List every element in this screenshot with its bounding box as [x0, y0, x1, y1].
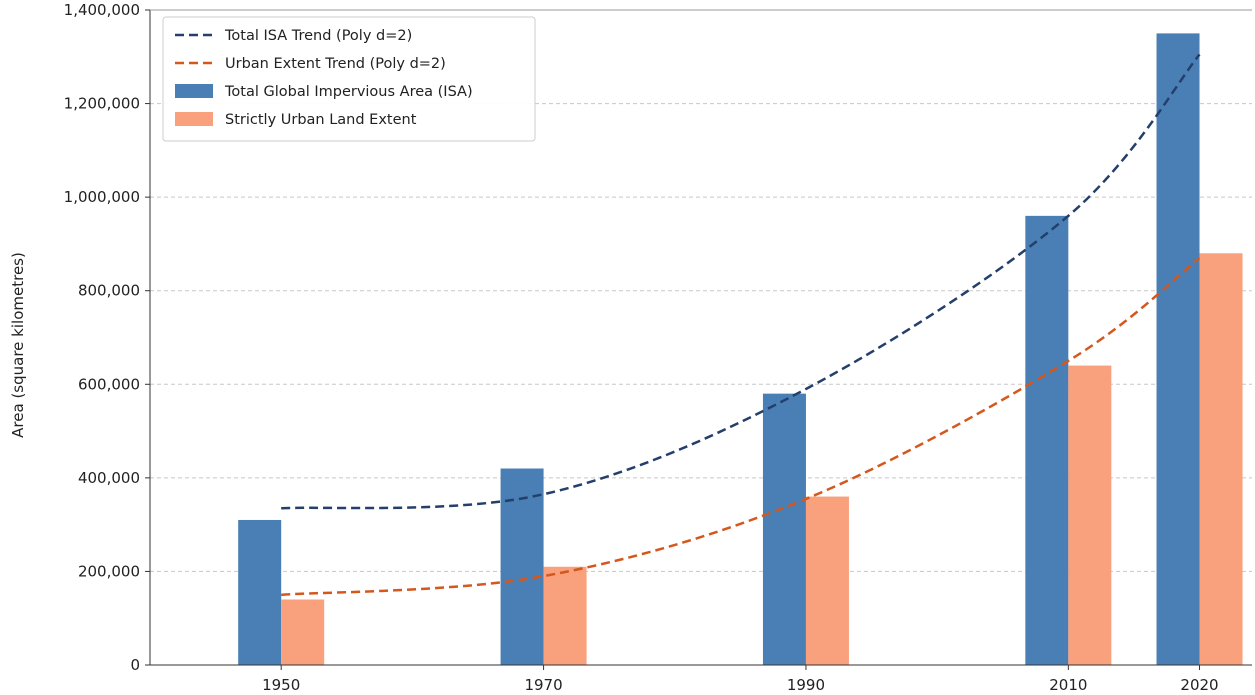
- x-tick-label: 1970: [524, 676, 562, 694]
- y-tick-label: 1,000,000: [64, 188, 140, 206]
- y-tick-label: 600,000: [78, 375, 140, 393]
- bar: [543, 566, 587, 665]
- bar: [1068, 365, 1112, 665]
- legend-swatch-box: [175, 112, 213, 126]
- trend-lines: [281, 53, 1201, 597]
- legend-label: Urban Extent Trend (Poly d=2): [225, 56, 446, 72]
- bar: [1156, 33, 1200, 665]
- y-tick-label: 0: [130, 656, 140, 674]
- x-tick-label: 2020: [1180, 676, 1218, 694]
- y-axis-label: Area (square kilometres): [9, 252, 27, 438]
- legend-box: [162, 16, 536, 142]
- tick-labels: 0 200,000 400,000 600,000 800,000 1,000,000 1,…: [64, 1, 1219, 694]
- y-tick-label: 1,400,000: [64, 1, 140, 19]
- x-tick-label: 1990: [787, 676, 825, 694]
- bar: [762, 393, 806, 665]
- bar: [1025, 215, 1069, 665]
- legend-label: Total Global Impervious Area (ISA): [224, 84, 473, 100]
- bar: [238, 519, 282, 665]
- y-tick-label: 200,000: [78, 562, 140, 580]
- x-tick-label: 2010: [1049, 676, 1087, 694]
- legend-label: Strictly Urban Land Extent: [225, 112, 417, 128]
- bar: [281, 599, 325, 665]
- x-tick-label: 1950: [262, 676, 300, 694]
- trend-line: [281, 256, 1201, 597]
- bar: [805, 496, 849, 665]
- legend-label: Total ISA Trend (Poly d=2): [224, 28, 412, 44]
- trend-line: [281, 53, 1201, 510]
- legend: Total ISA Trend (Poly d=2) Urban Extent T…: [162, 16, 536, 142]
- bars: [238, 33, 1243, 666]
- y-tick-label: 400,000: [78, 469, 140, 487]
- bar: [1199, 253, 1243, 666]
- y-tick-label: 1,200,000: [64, 95, 140, 113]
- legend-swatch-box: [175, 84, 213, 98]
- axes: [145, 9, 1252, 670]
- y-tick-label: 800,000: [78, 282, 140, 300]
